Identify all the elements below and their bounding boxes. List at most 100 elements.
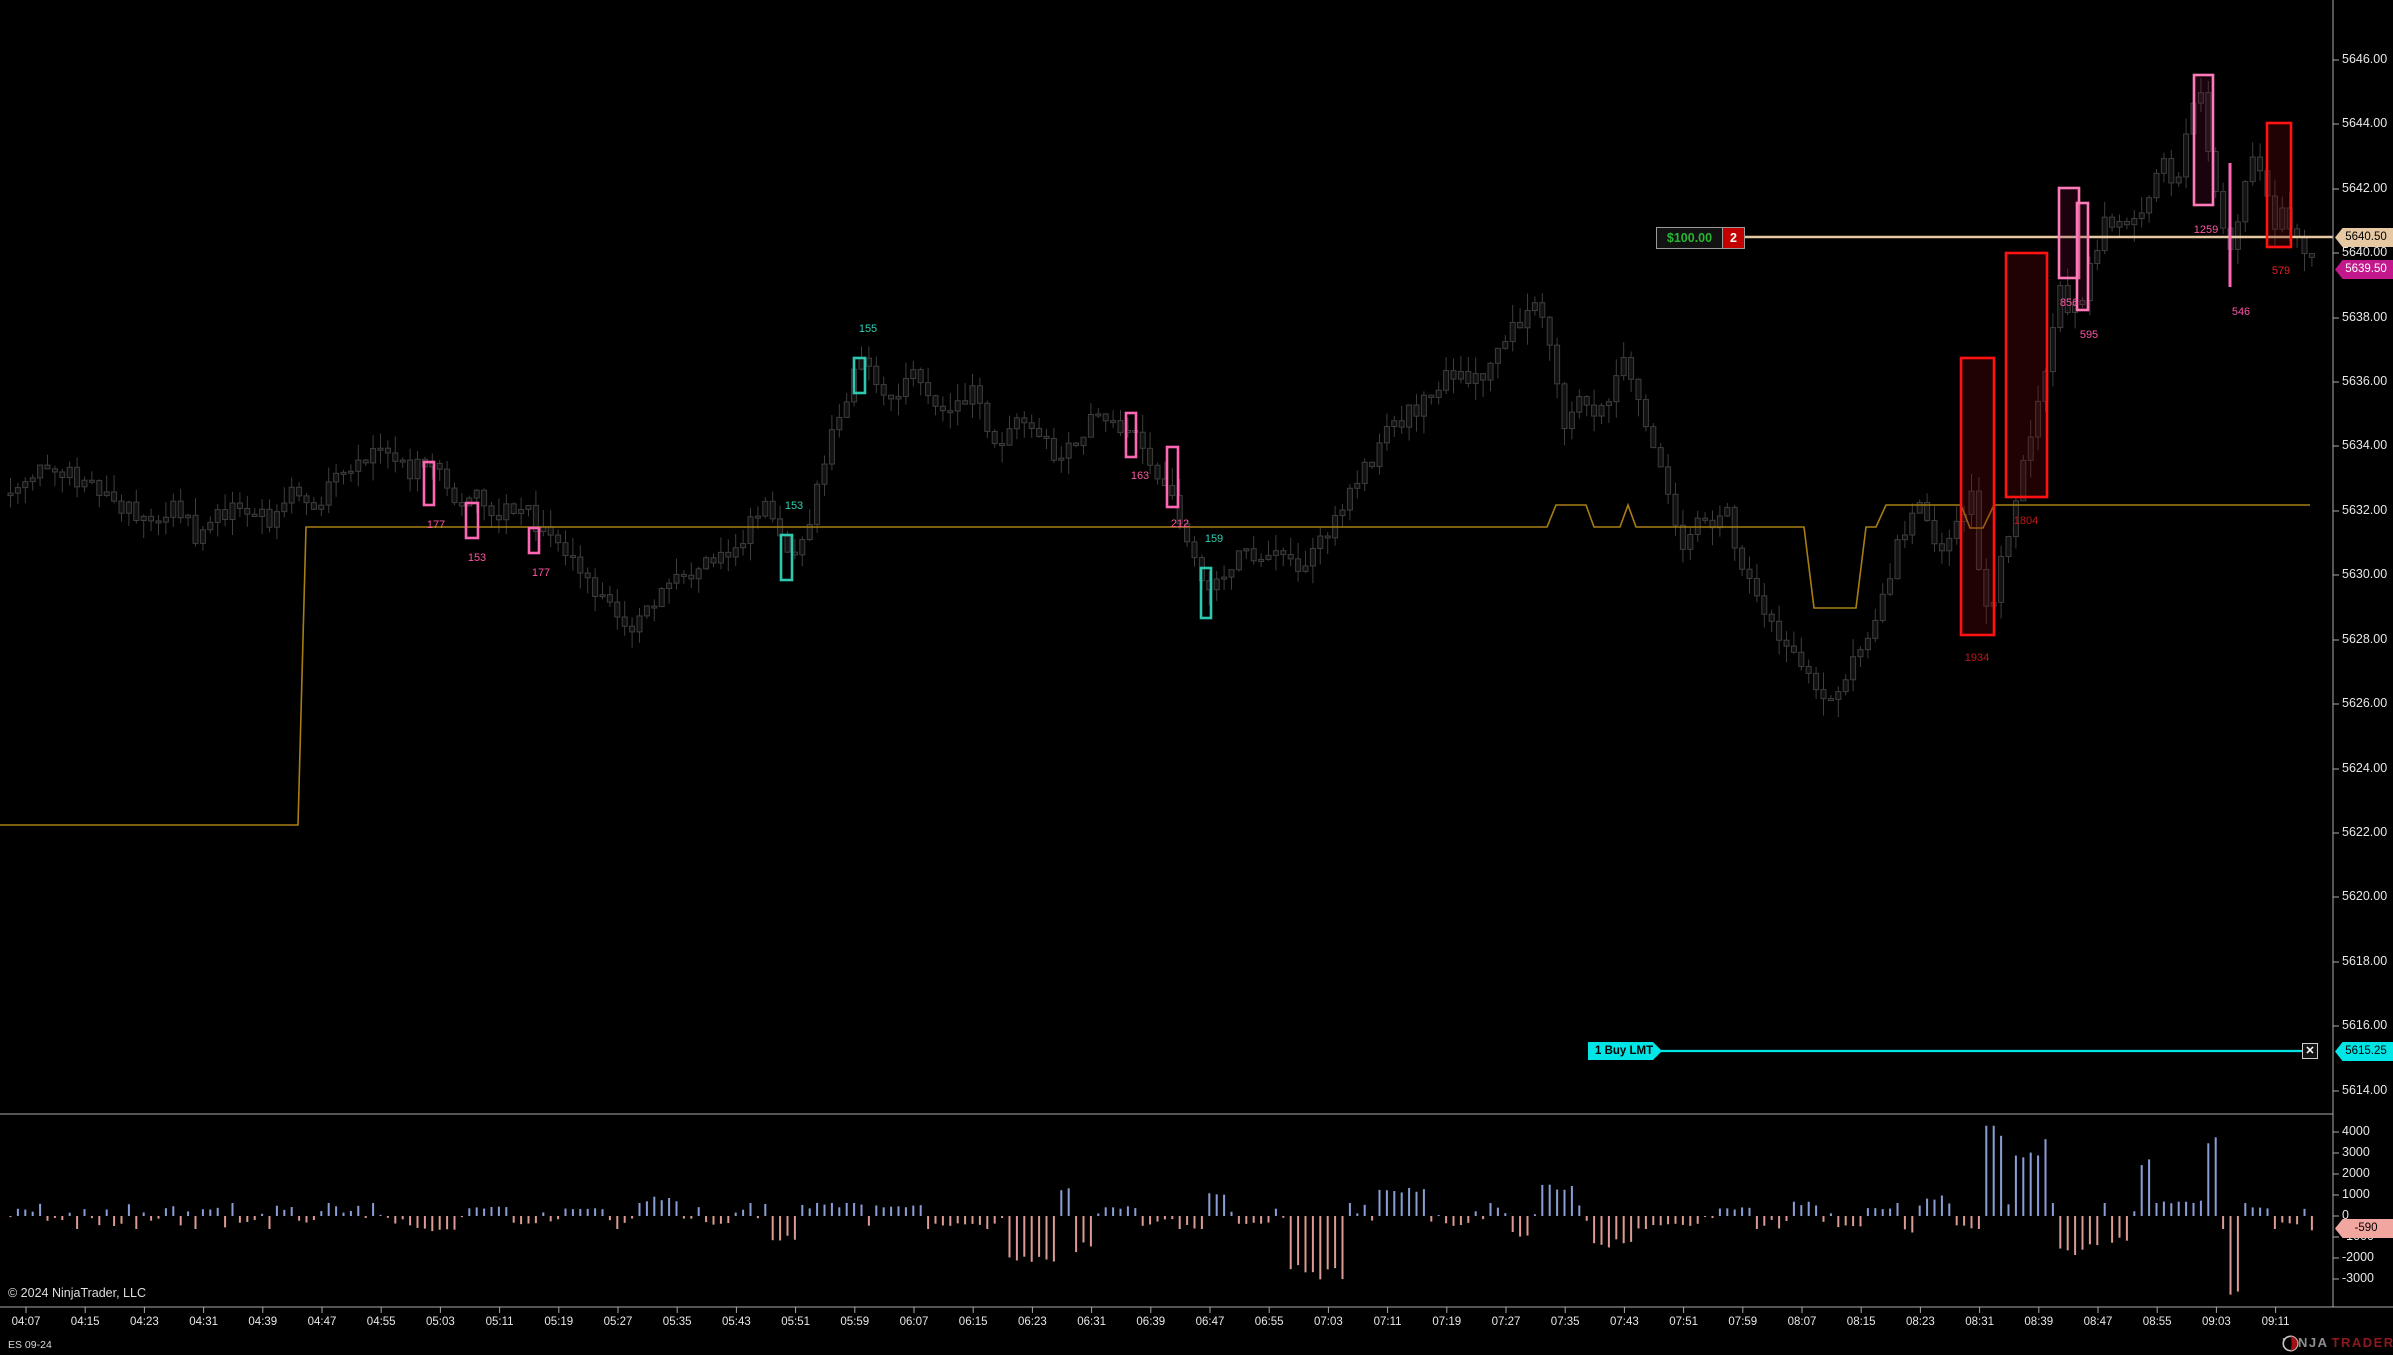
price-axis-label: 5614.00 — [2342, 1083, 2388, 1097]
delta-axis-label: -3000 — [2342, 1271, 2374, 1285]
brand-trader: TRADER — [2331, 1335, 2393, 1350]
volume-marker-label: 159 — [1204, 533, 1224, 545]
time-axis-label: 05:59 — [840, 1316, 870, 1328]
price-axis-label: 5626.00 — [2342, 696, 2388, 710]
time-axis-label: 07:35 — [1550, 1316, 1580, 1328]
price-axis-label: 5634.00 — [2342, 438, 2388, 452]
price-axis-label: 5618.00 — [2342, 954, 2388, 968]
time-axis-label: 06:47 — [1195, 1316, 1225, 1328]
instrument-label: ES 09-24 — [8, 1339, 52, 1351]
time-axis-label: 08:23 — [1906, 1316, 1935, 1328]
time-axis-label: 06:07 — [899, 1316, 929, 1328]
price-axis-label: 5638.00 — [2342, 310, 2388, 324]
time-axis-label: 07:43 — [1610, 1316, 1639, 1328]
delta-axis-label: 1000 — [2342, 1187, 2370, 1201]
imbalance-box-label: 1804 — [2013, 515, 2039, 527]
volume-marker-candle — [527, 526, 541, 555]
imbalance-box — [1959, 356, 1996, 637]
price-axis-label: 5642.00 — [2342, 181, 2388, 195]
volume-marker-label: 155 — [858, 323, 878, 335]
time-axis-label: 05:35 — [662, 1316, 692, 1328]
time-axis-label: 06:31 — [1077, 1316, 1106, 1328]
time-axis-label: 08:31 — [1965, 1316, 1994, 1328]
time-axis-label: 07:19 — [1432, 1316, 1462, 1328]
time-axis-label: 04:55 — [366, 1316, 396, 1328]
time-axis-label: 07:59 — [1728, 1316, 1758, 1328]
volume-marker-candle — [1165, 445, 1180, 509]
buy-limit-order-tag[interactable]: 1 Buy LMT — [1588, 1042, 1662, 1060]
time-axis-label: 08:47 — [2083, 1316, 2113, 1328]
time-axis-label: 05:19 — [544, 1316, 574, 1328]
time-axis-label: 06:55 — [1254, 1316, 1284, 1328]
price-axis-label: 5644.00 — [2342, 116, 2388, 130]
time-axis-label: 05:11 — [485, 1316, 514, 1328]
time-axis-label: 06:23 — [1018, 1316, 1047, 1328]
volume-marker-candle — [464, 501, 480, 540]
time-axis-label: 09:11 — [2261, 1316, 2290, 1328]
time-axis-label: 04:47 — [307, 1316, 337, 1328]
cancel-order-button[interactable]: ✕ — [2302, 1043, 2318, 1059]
target-price-tag: 5640.50 — [2335, 228, 2393, 247]
delta-axis-label: 0 — [2342, 1208, 2349, 1222]
volume-marker-label: 212 — [1170, 518, 1190, 530]
cumulative-delta-tag: -590 — [2335, 1219, 2393, 1238]
delta-axis-label: 4000 — [2342, 1124, 2370, 1138]
time-axis-label: 07:27 — [1491, 1316, 1521, 1328]
buy-limit-price-tag: 5615.25 — [2335, 1042, 2393, 1061]
time-axis-label: 05:43 — [722, 1316, 751, 1328]
time-axis-label: 07:51 — [1669, 1316, 1698, 1328]
last-price-tag: 5639.50 — [2335, 260, 2393, 279]
time-axis-label: 04:39 — [248, 1316, 278, 1328]
price-axis-label: 5646.00 — [2342, 52, 2388, 66]
time-axis-label: 05:27 — [603, 1316, 633, 1328]
delta-axis-label: -2000 — [2342, 1250, 2374, 1264]
price-axis-label: 5640.00 — [2342, 245, 2388, 259]
volume-marker-label: 546 — [2231, 306, 2251, 318]
time-axis-label: 04:23 — [130, 1316, 159, 1328]
time-axis-label: 04:15 — [70, 1316, 100, 1328]
time-axis-label: 07:11 — [1373, 1316, 1402, 1328]
volume-marker-label: 153 — [784, 500, 804, 512]
volume-marker-candle — [1124, 411, 1138, 459]
time-axis-label: 08:39 — [2024, 1316, 2054, 1328]
price-axis-label: 5616.00 — [2342, 1018, 2388, 1032]
imbalance-box — [2075, 201, 2090, 312]
stop-order-label[interactable]: $100.00 2 — [1656, 227, 1745, 249]
volume-marker-candle — [1199, 566, 1213, 620]
order-quantity-badge[interactable]: 2 — [1722, 228, 1744, 248]
imbalance-box — [2265, 121, 2293, 249]
volume-marker-label: 177 — [531, 567, 551, 579]
position-step-line — [0, 502, 2310, 826]
imbalance-box-label: 1259 — [2193, 224, 2219, 236]
time-axis-label: 07:03 — [1314, 1316, 1343, 1328]
price-axis-label: 5630.00 — [2342, 567, 2388, 581]
time-axis-label: 08:55 — [2142, 1316, 2172, 1328]
time-axis-label: 08:15 — [1846, 1316, 1876, 1328]
imbalance-box — [2057, 186, 2081, 280]
price-axis-label: 5636.00 — [2342, 374, 2388, 388]
time-axis-label: 04:31 — [189, 1316, 218, 1328]
imbalance-box-label: 579 — [2271, 265, 2291, 277]
time-axis-label: 08:07 — [1787, 1316, 1817, 1328]
imbalance-box-label: 856 — [2059, 297, 2079, 309]
time-axis-label: 06:15 — [958, 1316, 988, 1328]
time-axis-label: 06:39 — [1136, 1316, 1166, 1328]
price-axis-label: 5628.00 — [2342, 632, 2388, 646]
volume-marker-candle — [852, 356, 867, 395]
delta-axis-label: 3000 — [2342, 1145, 2370, 1159]
time-axis-label: 09:03 — [2202, 1316, 2231, 1328]
unrealized-pnl: $100.00 — [1666, 231, 1713, 245]
imbalance-box — [2192, 73, 2215, 207]
time-axis-label: 05:03 — [426, 1316, 455, 1328]
volume-marker-label: 153 — [467, 552, 487, 564]
time-axis-label: 05:51 — [781, 1316, 810, 1328]
ninjatrader-logo-icon — [2282, 1335, 2299, 1352]
imbalance-box — [2004, 251, 2049, 499]
delta-axis-label: 2000 — [2342, 1166, 2370, 1180]
time-axis-label: 04:07 — [11, 1316, 41, 1328]
price-axis-label: 5632.00 — [2342, 503, 2388, 517]
copyright-text: © 2024 NinjaTrader, LLC — [8, 1286, 146, 1300]
volume-marker-label: 177 — [426, 519, 446, 531]
